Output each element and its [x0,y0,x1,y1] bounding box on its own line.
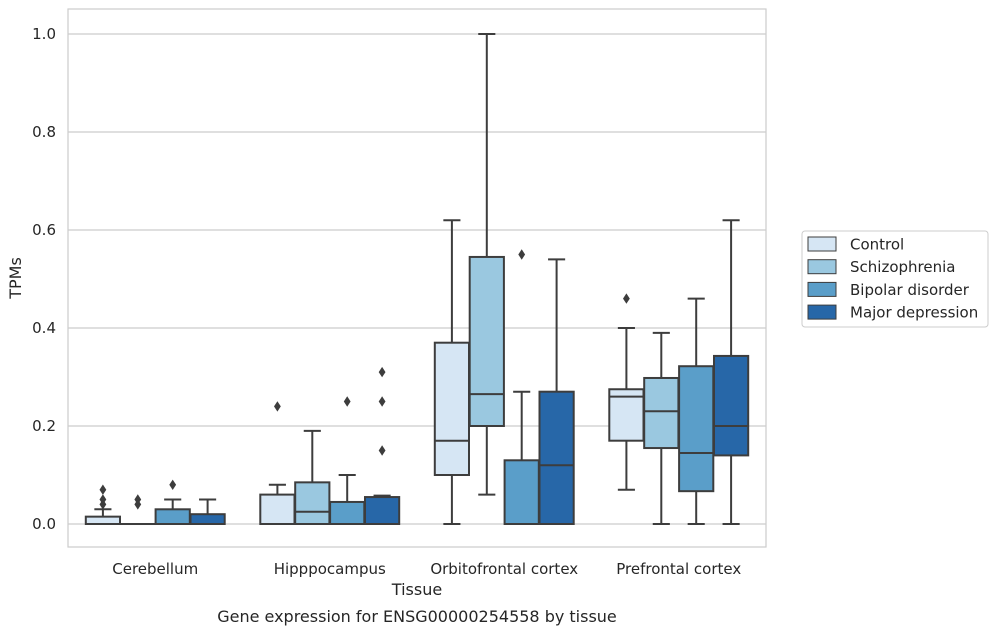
box-iqr [538,390,575,526]
y-tick-labels: 0.0 0.2 0.4 0.6 0.8 1.0 [32,25,56,533]
x-tick-label: Prefrontal cortex [616,560,741,578]
box-3-1 [643,331,680,525]
outlier-point [343,396,351,407]
outlier-point [378,366,386,378]
legend-label: Major depression [850,304,978,322]
box-iqr [643,376,680,450]
legend-swatch [807,304,837,320]
legend-swatch [807,281,837,297]
box-2-3 [538,258,575,526]
box-iqr [468,255,505,428]
legend-label: Bipolar disorder [850,281,970,299]
legend-label: Control [850,236,904,254]
box-groups [84,33,750,526]
y-tick-label: 0.8 [32,123,56,141]
box-3-2 [678,297,715,525]
outlier-point [99,484,107,495]
box-iqr [329,500,366,526]
box-2-0 [433,219,471,525]
y-tick-label: 0.0 [32,515,56,533]
chart-caption: Gene expression for ENSG00000254558 by t… [217,607,617,626]
box-iqr [363,496,401,525]
box-iqr [189,513,226,526]
box-1-3 [363,366,401,525]
legend-swatch [807,236,837,252]
x-tick-labels: Cerebellum Hipppocampus Orbitofrontal cort… [112,560,741,578]
box-1-0 [259,401,296,526]
y-tick-label: 0.2 [32,417,56,435]
box-0-2 [154,479,191,525]
box-0-0 [84,484,122,526]
x-tick-label: Orbitofrontal cortex [430,560,578,578]
legend-label: Schizophrenia [850,258,955,276]
outlier-point [378,396,386,407]
x-tick-label: Cerebellum [112,560,198,578]
box-1-2 [329,396,366,526]
legend: Control Schizophrenia Bipolar disorder Majo… [801,230,989,328]
outlier-point [623,293,630,304]
legend-frame [801,230,989,328]
box-iqr [84,515,122,526]
box-0-1 [119,494,156,526]
box-3-0 [608,293,645,491]
box-2-2 [503,249,540,525]
outlier-point [518,249,526,260]
x-axis-label: Tissue [391,580,442,599]
outlier-point [134,494,142,505]
y-tick-label: 0.6 [32,221,56,239]
x-tick-label: Hipppocampus [274,560,386,578]
outlier-point [378,445,386,456]
legend-swatch [807,259,837,275]
y-tick-label: 1.0 [32,25,56,43]
outlier-point [99,494,107,505]
grid-lines [68,33,766,525]
y-axis-label: TPMs [6,257,25,300]
box-iqr [433,341,471,477]
box-iqr [294,481,331,526]
box-iqr [154,508,191,525]
plot-frame [67,8,767,548]
outlier-point [169,479,177,490]
box-iqr [712,354,750,457]
box-2-1 [468,33,505,496]
box-1-1 [294,429,331,526]
box-iqr [678,365,715,493]
box-0-3 [189,498,226,526]
box-3-3 [712,219,750,525]
y-tick-label: 0.4 [32,319,56,337]
box-iqr [503,459,540,525]
outlier-point [274,401,281,412]
box-iqr [259,493,296,526]
box-iqr [608,388,645,442]
